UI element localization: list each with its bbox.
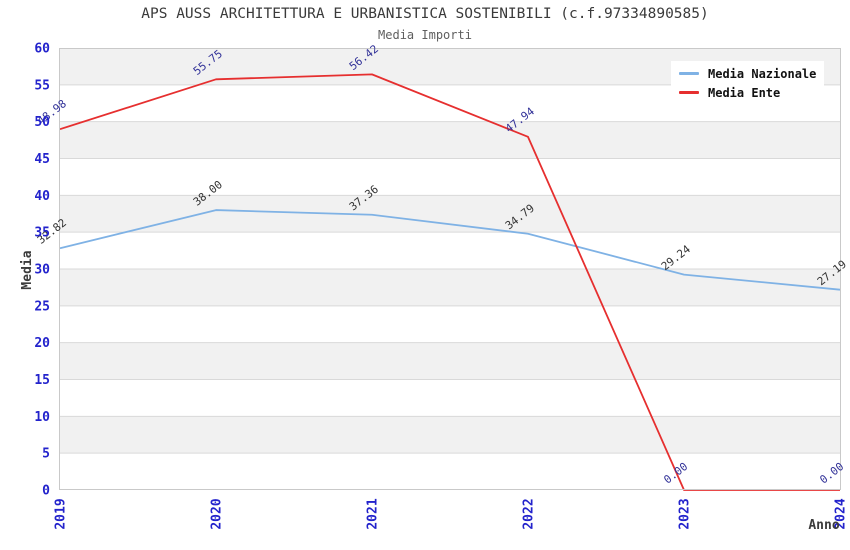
y-tick-label-25: 25 [34, 299, 50, 314]
y-tick-label-45: 45 [34, 152, 50, 167]
y-axis-title: Media [20, 250, 35, 289]
grid-band-25 [60, 269, 840, 306]
x-tick-label-2023: 2023 [678, 498, 693, 529]
x-axis-title: Anno [808, 518, 839, 533]
y-tick-label-30: 30 [34, 263, 50, 278]
plot-border [59, 48, 841, 490]
x-tick-label-2024: 2024 [834, 498, 849, 529]
grid-band-35 [60, 195, 840, 233]
grid-band-5 [60, 416, 840, 454]
legend-item-media-ente: Media Ente [679, 83, 816, 102]
y-tick-label-60: 60 [34, 42, 50, 57]
y-tick-label-40: 40 [34, 189, 50, 204]
y-tick-label-20: 20 [34, 336, 50, 351]
y-tick-label-0: 0 [42, 484, 50, 499]
chart-title: APS AUSS ARCHITETTURA E URBANISTICA SOST… [141, 6, 709, 22]
y-tick-label-35: 35 [34, 226, 50, 241]
value-label-media-ente-2023: 0.00 [661, 460, 690, 487]
legend-label: Media Ente [708, 85, 781, 100]
legend-line-sample-nazionale [679, 72, 699, 75]
y-tick-label-5: 5 [42, 447, 50, 462]
series-line-media-nazionale [59, 209, 841, 291]
x-tick-label-2019: 2019 [54, 498, 69, 529]
legend-item-media-nazionale: Media Nazionale [679, 64, 816, 83]
value-label-media-ente-2024: 0.00 [817, 460, 846, 487]
legend-label: Media Nazionale [708, 66, 817, 81]
grid-band-45 [60, 121, 840, 159]
chart-subtitle: Media Importi [378, 28, 472, 42]
y-tick-label-50: 50 [34, 115, 50, 130]
grid-band-15 [60, 342, 840, 380]
x-tick-label-2020: 2020 [210, 498, 225, 529]
x-tick-label-2022: 2022 [522, 498, 537, 529]
y-tick-label-15: 15 [34, 373, 50, 388]
legend: Media Nazionale Media Ente [671, 61, 825, 110]
x-tick-label-2021: 2021 [366, 498, 381, 529]
legend-line-sample-ente [679, 91, 699, 94]
y-tick-label-10: 10 [34, 410, 50, 425]
y-tick-label-55: 55 [34, 78, 50, 93]
